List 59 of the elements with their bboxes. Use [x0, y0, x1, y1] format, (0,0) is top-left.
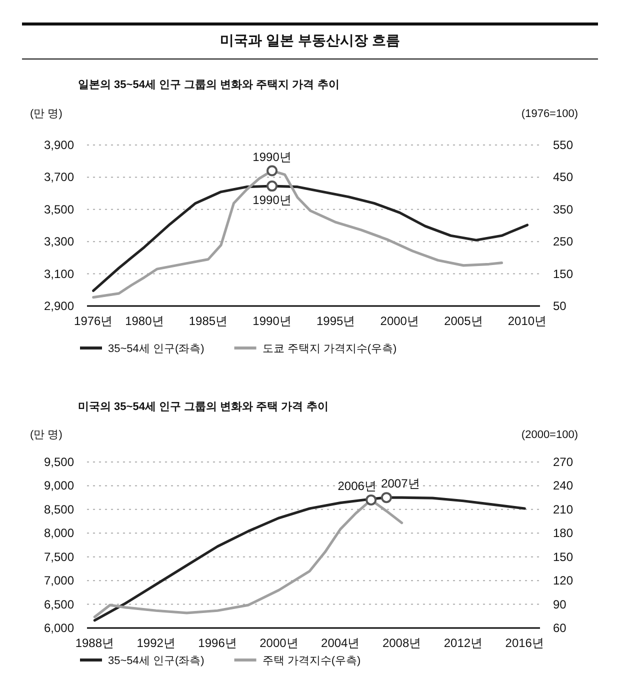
- y2-tick-label: 270: [553, 455, 574, 469]
- y-tick-label: 9,500: [44, 455, 74, 469]
- x-tick-label: 1990년: [252, 314, 292, 328]
- x-tick-label: 1995년: [316, 314, 356, 328]
- legend-label: 주택 가격지수(우측): [262, 655, 361, 667]
- x-tick-label: 2000년: [380, 314, 419, 328]
- y-tick-label: 3,700: [44, 170, 74, 184]
- y2-tick-label: 210: [553, 502, 574, 516]
- x-tick-label: 2016년: [505, 636, 544, 650]
- x-tick-label: 1976년: [74, 314, 113, 328]
- x-tick-label: 2012년: [444, 636, 483, 650]
- annotation: 1990년: [252, 150, 292, 164]
- x-tick-label: 1992년: [136, 636, 176, 650]
- y2-tick-label: 350: [553, 202, 574, 216]
- y-tick-label: 6,000: [44, 621, 74, 635]
- legend-label: 35~54세 인구(좌측): [108, 655, 204, 667]
- y2-tick-label: 240: [553, 478, 574, 493]
- y-tick-label: 3,300: [44, 234, 74, 249]
- y-axis-title: (만 명): [30, 108, 62, 120]
- y2-tick-label: 50: [553, 299, 567, 313]
- legend-label: 35~54세 인구(좌측): [108, 343, 204, 355]
- annotation: 2006년: [338, 478, 376, 493]
- x-tick-label: 2004년: [321, 636, 360, 650]
- y-tick-label: 7,500: [44, 550, 74, 564]
- y-tick-label: 8,500: [44, 502, 74, 516]
- y2-tick-label: 550: [553, 138, 574, 152]
- y-tick-label: 6,500: [44, 597, 74, 612]
- y2-tick-label: 60: [553, 621, 567, 635]
- y2-tick-label: 150: [553, 550, 574, 564]
- y-tick-label: 3,900: [44, 138, 74, 152]
- y2-tick-label: 180: [553, 526, 574, 540]
- x-tick-label: 2000년: [260, 636, 298, 650]
- y2-tick-label: 120: [553, 574, 574, 588]
- x-tick-label: 2010년: [508, 314, 547, 328]
- y2-tick-label: 90: [553, 597, 567, 612]
- chart-subtitle: 일본의 35~54세 인구 그룹의 변화와 주택지 가격 추이: [78, 79, 340, 91]
- y-tick-label: 7,000: [44, 574, 74, 588]
- y2-tick-label: 150: [553, 266, 574, 281]
- x-tick-label: 1980년: [125, 314, 164, 328]
- chart-title: 미국의 35~54세 인구 그룹의 변화와 주택 가격 추이: [78, 401, 328, 413]
- y2-tick-label: 250: [553, 234, 574, 249]
- legend-label: 도쿄 주택지 가격지수(우측): [262, 343, 397, 355]
- y2-axis-title: (1976=100): [521, 108, 578, 120]
- chart-title: 미국과 일본 부동산시장 흐름: [220, 32, 400, 48]
- y2-tick-label: 450: [553, 170, 574, 184]
- y-tick-label: 3,100: [44, 266, 74, 281]
- x-tick-label: 2005년: [444, 314, 483, 328]
- y2-axis-title: (2000=100): [521, 429, 578, 441]
- y-axis-title: (만 명): [30, 429, 62, 441]
- x-tick-label: 1985년: [188, 314, 228, 328]
- x-tick-label: 1988년: [75, 636, 114, 650]
- annotation: 1990년: [252, 193, 292, 208]
- y-tick-label: 3,500: [44, 202, 74, 216]
- y-tick-label: 9,000: [44, 478, 74, 493]
- y-tick-label: 8,000: [44, 526, 74, 540]
- annotation: 2007년: [381, 476, 420, 491]
- x-tick-label: 1996년: [198, 636, 237, 650]
- x-tick-label: 2008년: [382, 636, 422, 650]
- y-tick-label: 2,900: [44, 299, 74, 313]
